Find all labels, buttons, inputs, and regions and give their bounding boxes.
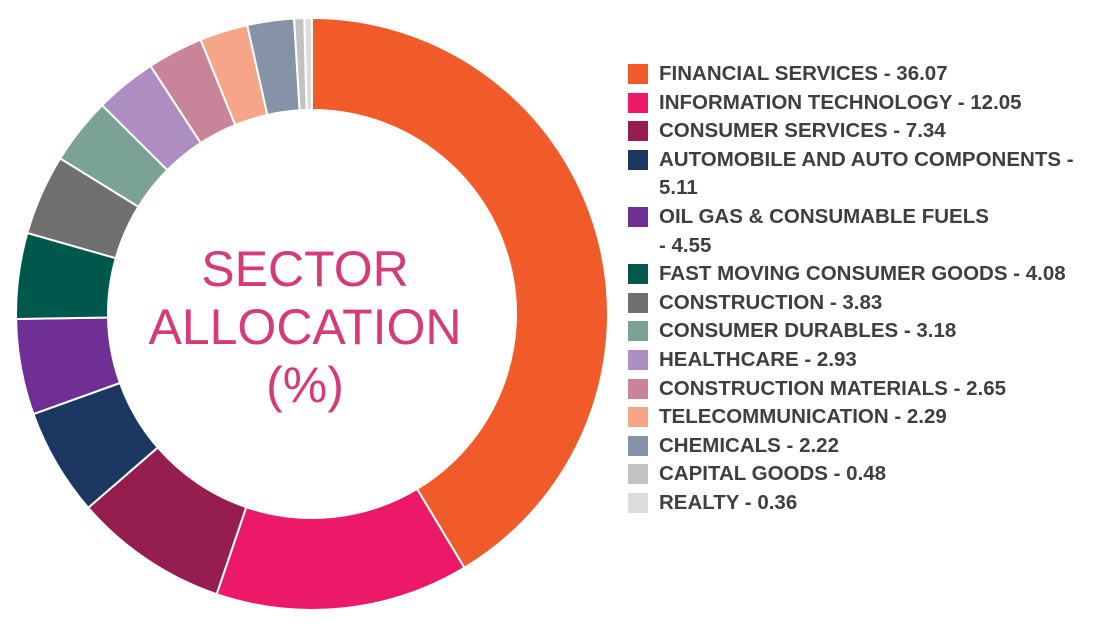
- legend-swatch: [628, 206, 648, 227]
- slice-information-technology: [215, 487, 466, 611]
- slice-financial-services: [311, 16, 609, 570]
- legend-swatch: [628, 321, 648, 342]
- legend-item: FAST MOVING CONSUMER GOODS - 4.08: [628, 260, 1108, 289]
- slice-realty: [303, 16, 313, 112]
- legend-swatch: [628, 435, 648, 456]
- legend-label: OIL GAS & CONSUMABLE FUELS - 4.55: [659, 204, 989, 257]
- legend-swatch: [628, 121, 648, 142]
- legend-label: CONSTRUCTION - 3.83: [659, 290, 883, 314]
- legend-label: TELECOMMUNICATION - 2.29: [659, 405, 947, 429]
- legend-swatch: [628, 92, 648, 113]
- legend-item: CONSUMER SERVICES - 7.34: [628, 117, 1108, 146]
- donut-chart: SECTOR ALLOCATION (%): [15, 16, 609, 611]
- chart-title-line-2: ALLOCATION: [148, 299, 462, 355]
- legend-label: HEALTHCARE - 2.93: [659, 347, 857, 371]
- legend-label: CONSUMER SERVICES - 7.34: [659, 119, 946, 143]
- legend-label: FAST MOVING CONSUMER GOODS - 4.08: [659, 262, 1066, 286]
- chart-title-line-3: (%): [266, 357, 344, 413]
- legend-item: HEALTHCARE - 2.93: [628, 346, 1108, 375]
- legend-label: AUTOMOBILE AND AUTO COMPONENTS - 5.11: [659, 147, 1074, 200]
- legend-item: CONSTRUCTION MATERIALS - 2.65: [628, 375, 1108, 404]
- legend-item: CHEMICALS - 2.22: [628, 432, 1108, 461]
- legend-label: FINANCIAL SERVICES - 36.07: [659, 62, 948, 85]
- legend-item: CONSUMER DURABLES - 3.18: [628, 317, 1108, 346]
- legend-swatch: [628, 464, 648, 485]
- legend-item: FINANCIAL SERVICES - 36.07: [628, 60, 1108, 89]
- legend-label: REALTY - 0.36: [659, 490, 798, 514]
- legend-label: CONSTRUCTION MATERIALS - 2.65: [659, 376, 1006, 400]
- legend-item: CAPITAL GOODS - 0.48: [628, 460, 1108, 489]
- legend-item: TELECOMMUNICATION - 2.29: [628, 403, 1108, 432]
- legend-swatch: [628, 349, 648, 370]
- legend-item: CONSTRUCTION - 3.83: [628, 289, 1108, 318]
- donut-svg: [15, 16, 609, 611]
- legend-label: CHEMICALS - 2.22: [659, 433, 839, 457]
- legend-label: CAPITAL GOODS - 0.48: [659, 462, 887, 486]
- chart-title: SECTOR ALLOCATION (%): [120, 240, 490, 414]
- legend-swatch: [628, 407, 648, 428]
- legend-swatch: [628, 292, 648, 313]
- legend-item: AUTOMOBILE AND AUTO COMPONENTS - 5.11: [628, 146, 1108, 203]
- legend-item: REALTY - 0.36: [628, 489, 1108, 518]
- legend-label: CONSUMER DURABLES - 3.18: [659, 319, 957, 343]
- legend-swatch: [628, 149, 648, 170]
- legend-item: INFORMATION TECHNOLOGY - 12.05: [628, 89, 1108, 118]
- chart-title-line-1: SECTOR: [201, 241, 409, 297]
- legend-swatch: [628, 378, 648, 399]
- legend-swatch: [628, 492, 648, 513]
- legend-swatch: [628, 264, 648, 285]
- legend-swatch: [628, 64, 648, 84]
- legend: FINANCIAL SERVICES - 36.07 INFORMATION TE…: [628, 60, 1108, 518]
- legend-item: OIL GAS & CONSUMABLE FUELS - 4.55: [628, 203, 1108, 260]
- legend-label: INFORMATION TECHNOLOGY - 12.05: [659, 90, 1022, 114]
